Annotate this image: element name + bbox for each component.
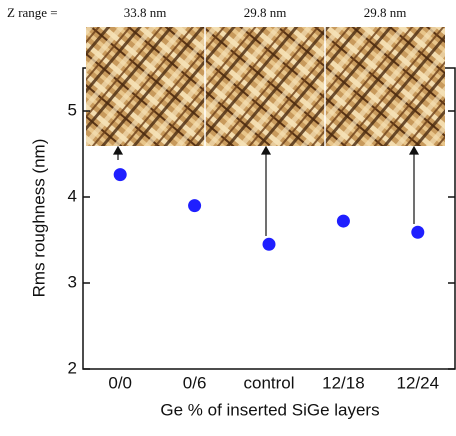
point bbox=[113, 168, 127, 182]
arrows bbox=[112, 145, 420, 236]
afm-inset bbox=[86, 27, 205, 146]
z-range-label: Z range = bbox=[7, 5, 58, 20]
y-axis-label: Rms roughness (nm) bbox=[29, 139, 48, 298]
x-axis-label: Ge % of inserted SiGe layers bbox=[160, 400, 379, 419]
point bbox=[188, 199, 202, 213]
x-tick-label: 12/18 bbox=[322, 373, 365, 392]
z-range-value: 33.8 nm bbox=[124, 5, 167, 20]
y-tick-label: 4 bbox=[68, 186, 77, 205]
x-tick-label: 0/0 bbox=[108, 373, 132, 392]
x-tick-label: control bbox=[243, 373, 294, 392]
z-range-value: 29.8 nm bbox=[244, 5, 287, 20]
afm-inset bbox=[205, 27, 325, 146]
point bbox=[336, 214, 350, 228]
y-tick-label: 5 bbox=[68, 100, 77, 119]
x-tick-label: 12/24 bbox=[397, 373, 440, 392]
point bbox=[262, 237, 276, 251]
x-tick-label: 0/6 bbox=[183, 373, 207, 392]
point bbox=[411, 225, 425, 239]
y-tick-label: 3 bbox=[68, 272, 77, 291]
z-range-value: 29.8 nm bbox=[364, 5, 407, 20]
afm-inset bbox=[325, 27, 445, 146]
y-tick-label: 2 bbox=[68, 358, 77, 377]
